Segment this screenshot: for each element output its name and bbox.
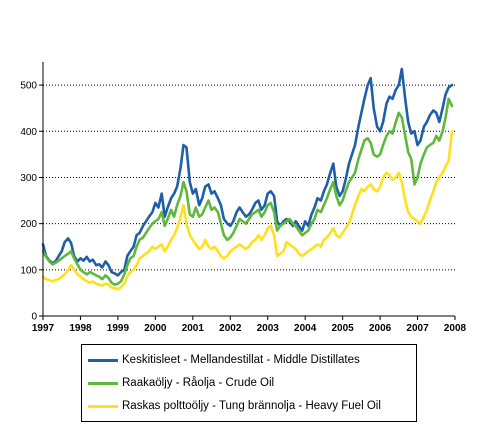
legend-item-middle-distillates: Keskitisleet - Mellandestillat - Middle … xyxy=(88,351,360,369)
series-line-0 xyxy=(41,67,454,277)
legend-label: Raskas polttoöljy - Tung brännolja - Hea… xyxy=(122,400,381,412)
x-tick-label: 1998 xyxy=(69,323,92,334)
x-tick-label: 2006 xyxy=(369,323,392,334)
gridlines xyxy=(43,84,455,271)
series-line-1 xyxy=(41,97,454,286)
y-tick-label: 400 xyxy=(20,127,37,138)
x-tick-label: 1999 xyxy=(107,323,130,334)
x-tick-label: 1997 xyxy=(32,323,55,334)
x-tick-label: 2000 xyxy=(144,323,167,334)
legend-label: Keskitisleet - Mellandestillat - Middle … xyxy=(122,354,360,366)
legend-item-crude-oil: Raakaöljy - Råolja - Crude Oil xyxy=(88,374,274,392)
x-tick-label: 2003 xyxy=(257,323,280,334)
legend-swatch xyxy=(88,358,118,362)
y-axis-ticks: 0 100 200 300 400 500 xyxy=(20,81,43,323)
legend-swatch xyxy=(88,381,118,385)
y-tick-label: 500 xyxy=(20,81,37,92)
legend-item-heavy-fuel-oil: Raskas polttoöljy - Tung brännolja - Hea… xyxy=(88,397,381,415)
legend-label: Raakaöljy - Råolja - Crude Oil xyxy=(122,377,275,389)
x-tick-label: 2005 xyxy=(332,323,355,334)
x-tick-label: 2002 xyxy=(219,323,242,334)
legend: Keskitisleet - Mellandestillat - Middle … xyxy=(81,344,417,422)
y-tick-label: 200 xyxy=(20,219,37,230)
y-tick-label: 0 xyxy=(31,312,37,323)
y-tick-label: 100 xyxy=(20,265,37,276)
legend-swatch xyxy=(88,404,118,408)
series-lines xyxy=(41,67,454,291)
x-tick-label: 2007 xyxy=(406,323,429,334)
series-line-2 xyxy=(41,130,454,291)
x-tick-label: 2008 xyxy=(444,323,467,334)
x-tick-label: 2001 xyxy=(182,323,205,334)
axes xyxy=(42,62,455,317)
y-tick-label: 300 xyxy=(20,173,37,184)
x-axis-ticks: 1997 1998 1999 2000 2001 2002 2003 2004 2005 2006… xyxy=(32,316,467,334)
x-tick-label: 2004 xyxy=(294,323,317,334)
